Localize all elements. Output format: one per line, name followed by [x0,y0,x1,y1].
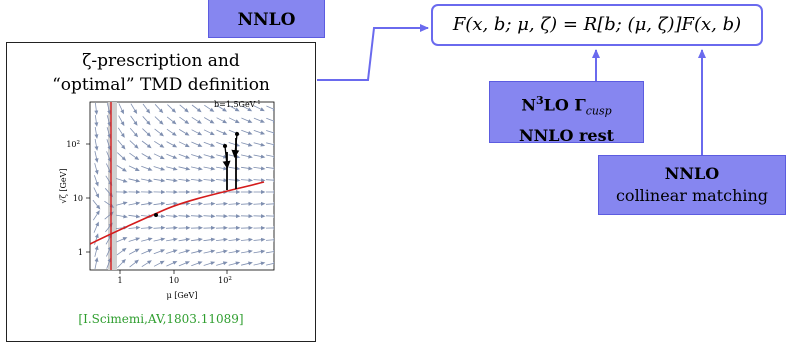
b-annotation: b=1.5GeV-1 [214,100,261,109]
panel-title-line1: ζ-prescription and [6,49,316,73]
ytick-100: 102 [66,140,80,149]
x-ticks: 1 10 102 [117,270,231,285]
n3lo-line1: N3LO Γcusp [490,89,643,124]
xtick-10: 10 [169,276,179,285]
formula-box: F(x, b; μ, ζ) = R[b; (μ, ζ)]F(x, b) [431,4,763,46]
evolution-point-1 [223,144,227,148]
n3lo-rest: LO Γ [544,95,586,114]
nnlo-top-label: NNLO [238,10,296,30]
start-point [154,213,158,217]
nnlo-matching-subtitle: collinear matching [599,185,785,207]
nnlo-top-box: NNLO [208,0,325,38]
arrow-panel-to-formula [317,28,428,80]
ytick-1: 1 [78,248,83,257]
evolution-plot: b=1.5GeV-1 1 10 102 μ [GeV] 1 10 102 √ζ … [14,88,310,310]
nnlo-matching-box: NNLO collinear matching [598,155,786,215]
xtick-100: 102 [218,276,232,285]
y-ticks: 1 10 102 [66,140,90,257]
n3lo-n: N [521,95,536,114]
evolution-point-2 [235,132,239,136]
n3lo-line2: NNLO rest [490,124,643,148]
xtick-1: 1 [117,276,122,285]
nonpert-band [108,102,117,270]
n3lo-box: N3LO Γcusp NNLO rest [489,81,644,143]
nnlo-matching-title: NNLO [599,163,785,185]
formula-text: F(x, b; μ, ζ) = R[b; (μ, ζ)]F(x, b) [453,14,741,35]
n3lo-sup: 3 [536,94,544,107]
ytick-10: 10 [73,194,83,203]
citation: [I.Scimemi,AV,1803.11089] [6,312,316,326]
n3lo-sub: cusp [586,105,612,118]
y-label: √ζ [GeV] [59,168,68,203]
x-label: μ [GeV] [167,291,198,300]
